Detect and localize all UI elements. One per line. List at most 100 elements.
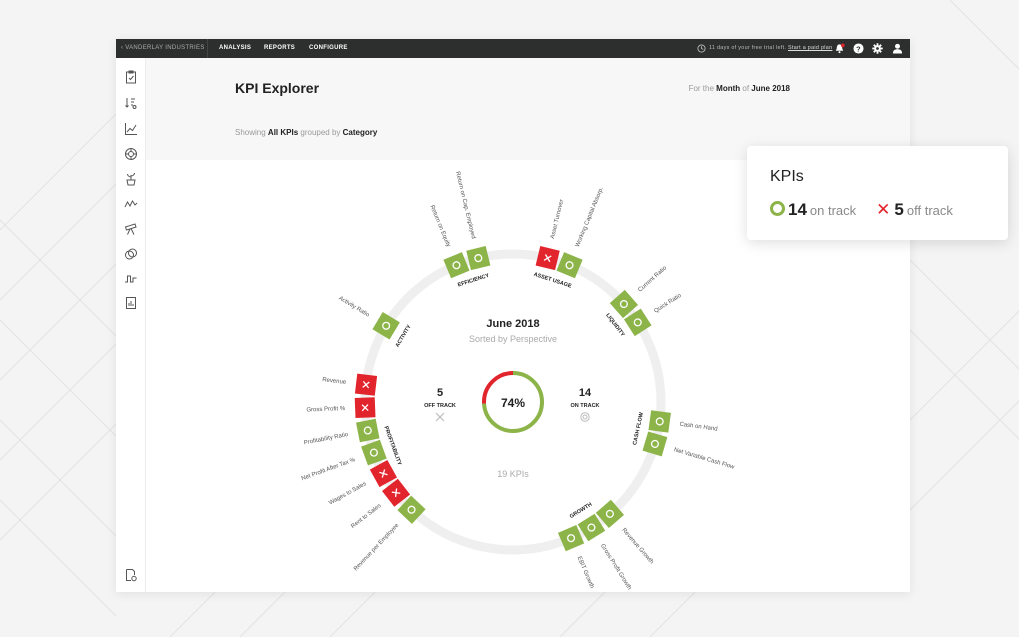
kpi-tile[interactable]: [397, 495, 426, 524]
nav-analysis[interactable]: ANALYSIS: [219, 45, 252, 51]
on-track-label: ON TRACK: [570, 403, 599, 409]
grouped-by-label: grouped by: [300, 128, 341, 137]
kpi-tile-bg: [443, 252, 470, 279]
off-track-x-icon: [391, 488, 401, 498]
kpi-radial-chart: June 2018 Sorted by Perspective 74% 5 OF…: [301, 171, 736, 591]
clock-icon: [697, 44, 706, 53]
on-track-ring-icon: [619, 299, 628, 309]
kpi-tile[interactable]: [535, 246, 560, 271]
telescope-icon[interactable]: [124, 222, 138, 236]
popup-title: KPIs: [770, 168, 804, 185]
kpi-tile[interactable]: [354, 397, 376, 419]
kpi-tile[interactable]: [595, 499, 625, 528]
sort-icon[interactable]: [124, 96, 138, 110]
kpi-tile[interactable]: [623, 308, 652, 337]
company-switcher[interactable]: ‹ VANDERLAY INDUSTRIES: [116, 39, 208, 58]
dashboard-icon[interactable]: [124, 147, 138, 161]
user-icon[interactable]: [892, 43, 903, 54]
center-title: June 2018: [486, 318, 539, 330]
category-label: CASH FLOW: [632, 411, 645, 446]
kpi-label: Net Profit After Tax %: [301, 457, 357, 482]
settings-doc-icon[interactable]: [124, 568, 138, 582]
notification-icon[interactable]: [834, 43, 845, 54]
on-track-ring-icon: [655, 417, 664, 426]
period-value-dropdown[interactable]: June 2018: [751, 84, 790, 93]
kpi-tile[interactable]: [556, 252, 583, 279]
line-chart-icon[interactable]: [124, 122, 138, 136]
category-label: PROFITABILITY: [382, 426, 402, 467]
kpi-tile[interactable]: [609, 289, 639, 319]
kpi-tile[interactable]: [557, 525, 585, 552]
off-track-x-icon: ✕: [876, 200, 891, 219]
kpi-tile[interactable]: [577, 513, 606, 542]
kpi-tile[interactable]: [372, 312, 400, 340]
kpi-tile[interactable]: [382, 478, 411, 507]
pulse-icon[interactable]: [124, 272, 138, 286]
kpi-filter-dropdown[interactable]: All KPIs: [267, 128, 299, 137]
progress-percent: 74%: [501, 396, 525, 410]
on-track-ring-icon: [565, 261, 574, 270]
kpi-tile[interactable]: [361, 439, 387, 466]
nav-reports[interactable]: REPORTS: [264, 45, 296, 51]
help-icon[interactable]: ?: [853, 43, 864, 54]
on-track-ring-icon: [452, 261, 461, 270]
kpi-tile-bg: [466, 246, 491, 271]
kpi-label: Current Ratio: [637, 265, 668, 294]
on-track-count: 14: [579, 387, 592, 399]
kpi-tile-bg: [356, 418, 380, 443]
category-label: ACTIVITY: [395, 324, 413, 349]
kpi-tile-bg: [595, 499, 625, 528]
on-track-ring-icon: [650, 439, 659, 448]
kpi-label: Profitability Ratio: [303, 432, 349, 447]
kpi-tile[interactable]: [443, 252, 470, 279]
period-unit-dropdown[interactable]: Month: [716, 84, 741, 93]
on-track-ring-icon: [369, 448, 378, 457]
on-track-ring-icon: [587, 523, 596, 532]
on-track-ring-icon: [633, 318, 642, 327]
report-icon[interactable]: [124, 296, 138, 310]
top-navigation-bar: ‹ VANDERLAY INDUSTRIES ANALYSIS REPORTS …: [116, 39, 910, 58]
kpi-tile[interactable]: [354, 373, 378, 396]
total-kpis: 19 KPIs: [497, 469, 529, 479]
category-label: EFFICIENCY: [457, 273, 490, 289]
kpi-tile[interactable]: [466, 246, 491, 271]
off-track-x-icon: [361, 404, 369, 412]
trial-notice: 11 days of your free trial left. Start a…: [709, 39, 832, 58]
plant-icon[interactable]: [124, 172, 138, 186]
kpi-tile[interactable]: [642, 431, 668, 457]
sidebar: [116, 58, 146, 592]
overlap-icon[interactable]: [124, 247, 138, 261]
on-track-ring-icon: [605, 509, 614, 518]
clipboard-icon[interactable]: [124, 70, 138, 84]
on-track-ring-icon: [770, 201, 785, 216]
kpi-tile[interactable]: [369, 459, 398, 488]
off-track-count: 5: [437, 387, 443, 399]
trend-icon[interactable]: [124, 197, 138, 211]
kpi-tile-bg: [397, 495, 426, 524]
gear-icon[interactable]: [872, 43, 883, 54]
group-by-dropdown[interactable]: Category: [342, 128, 378, 137]
popup-on-count: 14: [788, 200, 807, 219]
kpi-label: Return on Cap. Employed: [454, 171, 476, 240]
kpi-label: Net Variable Cash Flow: [673, 447, 735, 471]
kpi-label: Cash on Hand: [679, 422, 718, 433]
kpi-label: Activity Ratio: [337, 296, 370, 319]
center-subtitle: Sorted by Perspective: [469, 334, 557, 344]
kpi-summary-popup: KPIs 14 on track ✕ 5 off track: [747, 146, 1008, 240]
kpi-label: Rent to Sales: [350, 503, 382, 530]
kpi-tile[interactable]: [648, 410, 671, 433]
kpi-tile[interactable]: [356, 418, 380, 443]
off-track-x-icon: [435, 412, 445, 422]
kpi-tile-bg: [361, 439, 387, 466]
kpi-label: Revenue Growth: [620, 527, 654, 565]
kpi-label: Return on Equity: [428, 204, 451, 248]
on-track-ring-icon: [363, 426, 372, 435]
period-of: of: [742, 84, 750, 93]
kpi-label: Asset Turnover: [550, 199, 565, 240]
start-paid-plan-link[interactable]: Start a paid plan: [788, 45, 833, 51]
filter-line: Showing All KPIs grouped by Category: [235, 128, 377, 137]
nav-configure[interactable]: CONFIGURE: [309, 45, 348, 51]
